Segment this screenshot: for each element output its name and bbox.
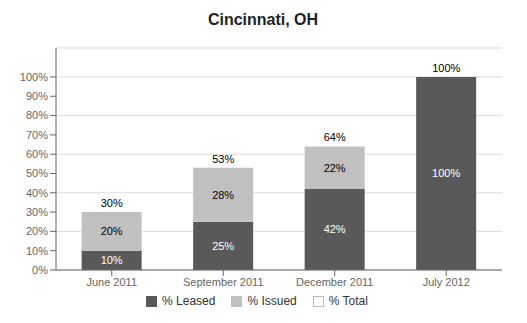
html-text:% Leased: % Leased [162, 294, 216, 308]
svg-text:90%: 90% [26, 90, 48, 102]
svg-text:100%: 100% [432, 62, 460, 74]
html-text:Cincinnati, OH: Cincinnati, OH [207, 11, 319, 28]
svg-text:60%: 60% [26, 148, 48, 160]
svg-text:10%: 10% [26, 245, 48, 257]
svg-text:100%: 100% [20, 71, 48, 83]
svg-text:30%: 30% [26, 206, 48, 218]
svg-text:42%: 42% [324, 223, 346, 235]
svg-text:20%: 20% [26, 225, 48, 237]
svg-text:0%: 0% [32, 264, 48, 276]
html-text:% Issued: % Issued [247, 294, 297, 308]
svg-text:July 2012: July 2012 [423, 276, 470, 288]
svg-text:80%: 80% [26, 109, 48, 121]
svg-text:10%: 10% [101, 254, 123, 266]
svg-text:53%: 53% [212, 153, 234, 165]
html-text:% Total: % Total [328, 294, 368, 308]
svg-text:September 2011: September 2011 [183, 276, 264, 288]
svg-text:70%: 70% [26, 129, 48, 141]
svg-text:22%: 22% [324, 162, 346, 174]
svg-text:30%: 30% [101, 197, 123, 209]
svg-text:25%: 25% [212, 240, 234, 252]
svg-text:100%: 100% [432, 167, 460, 179]
svg-text:December 2011: December 2011 [296, 276, 373, 288]
svg-text:28%: 28% [212, 189, 234, 201]
svg-text:June 2011: June 2011 [86, 276, 137, 288]
svg-text:50%: 50% [26, 167, 48, 179]
svg-text:40%: 40% [26, 187, 48, 199]
svg-text:64%: 64% [324, 131, 346, 143]
svg-text:20%: 20% [101, 225, 123, 237]
